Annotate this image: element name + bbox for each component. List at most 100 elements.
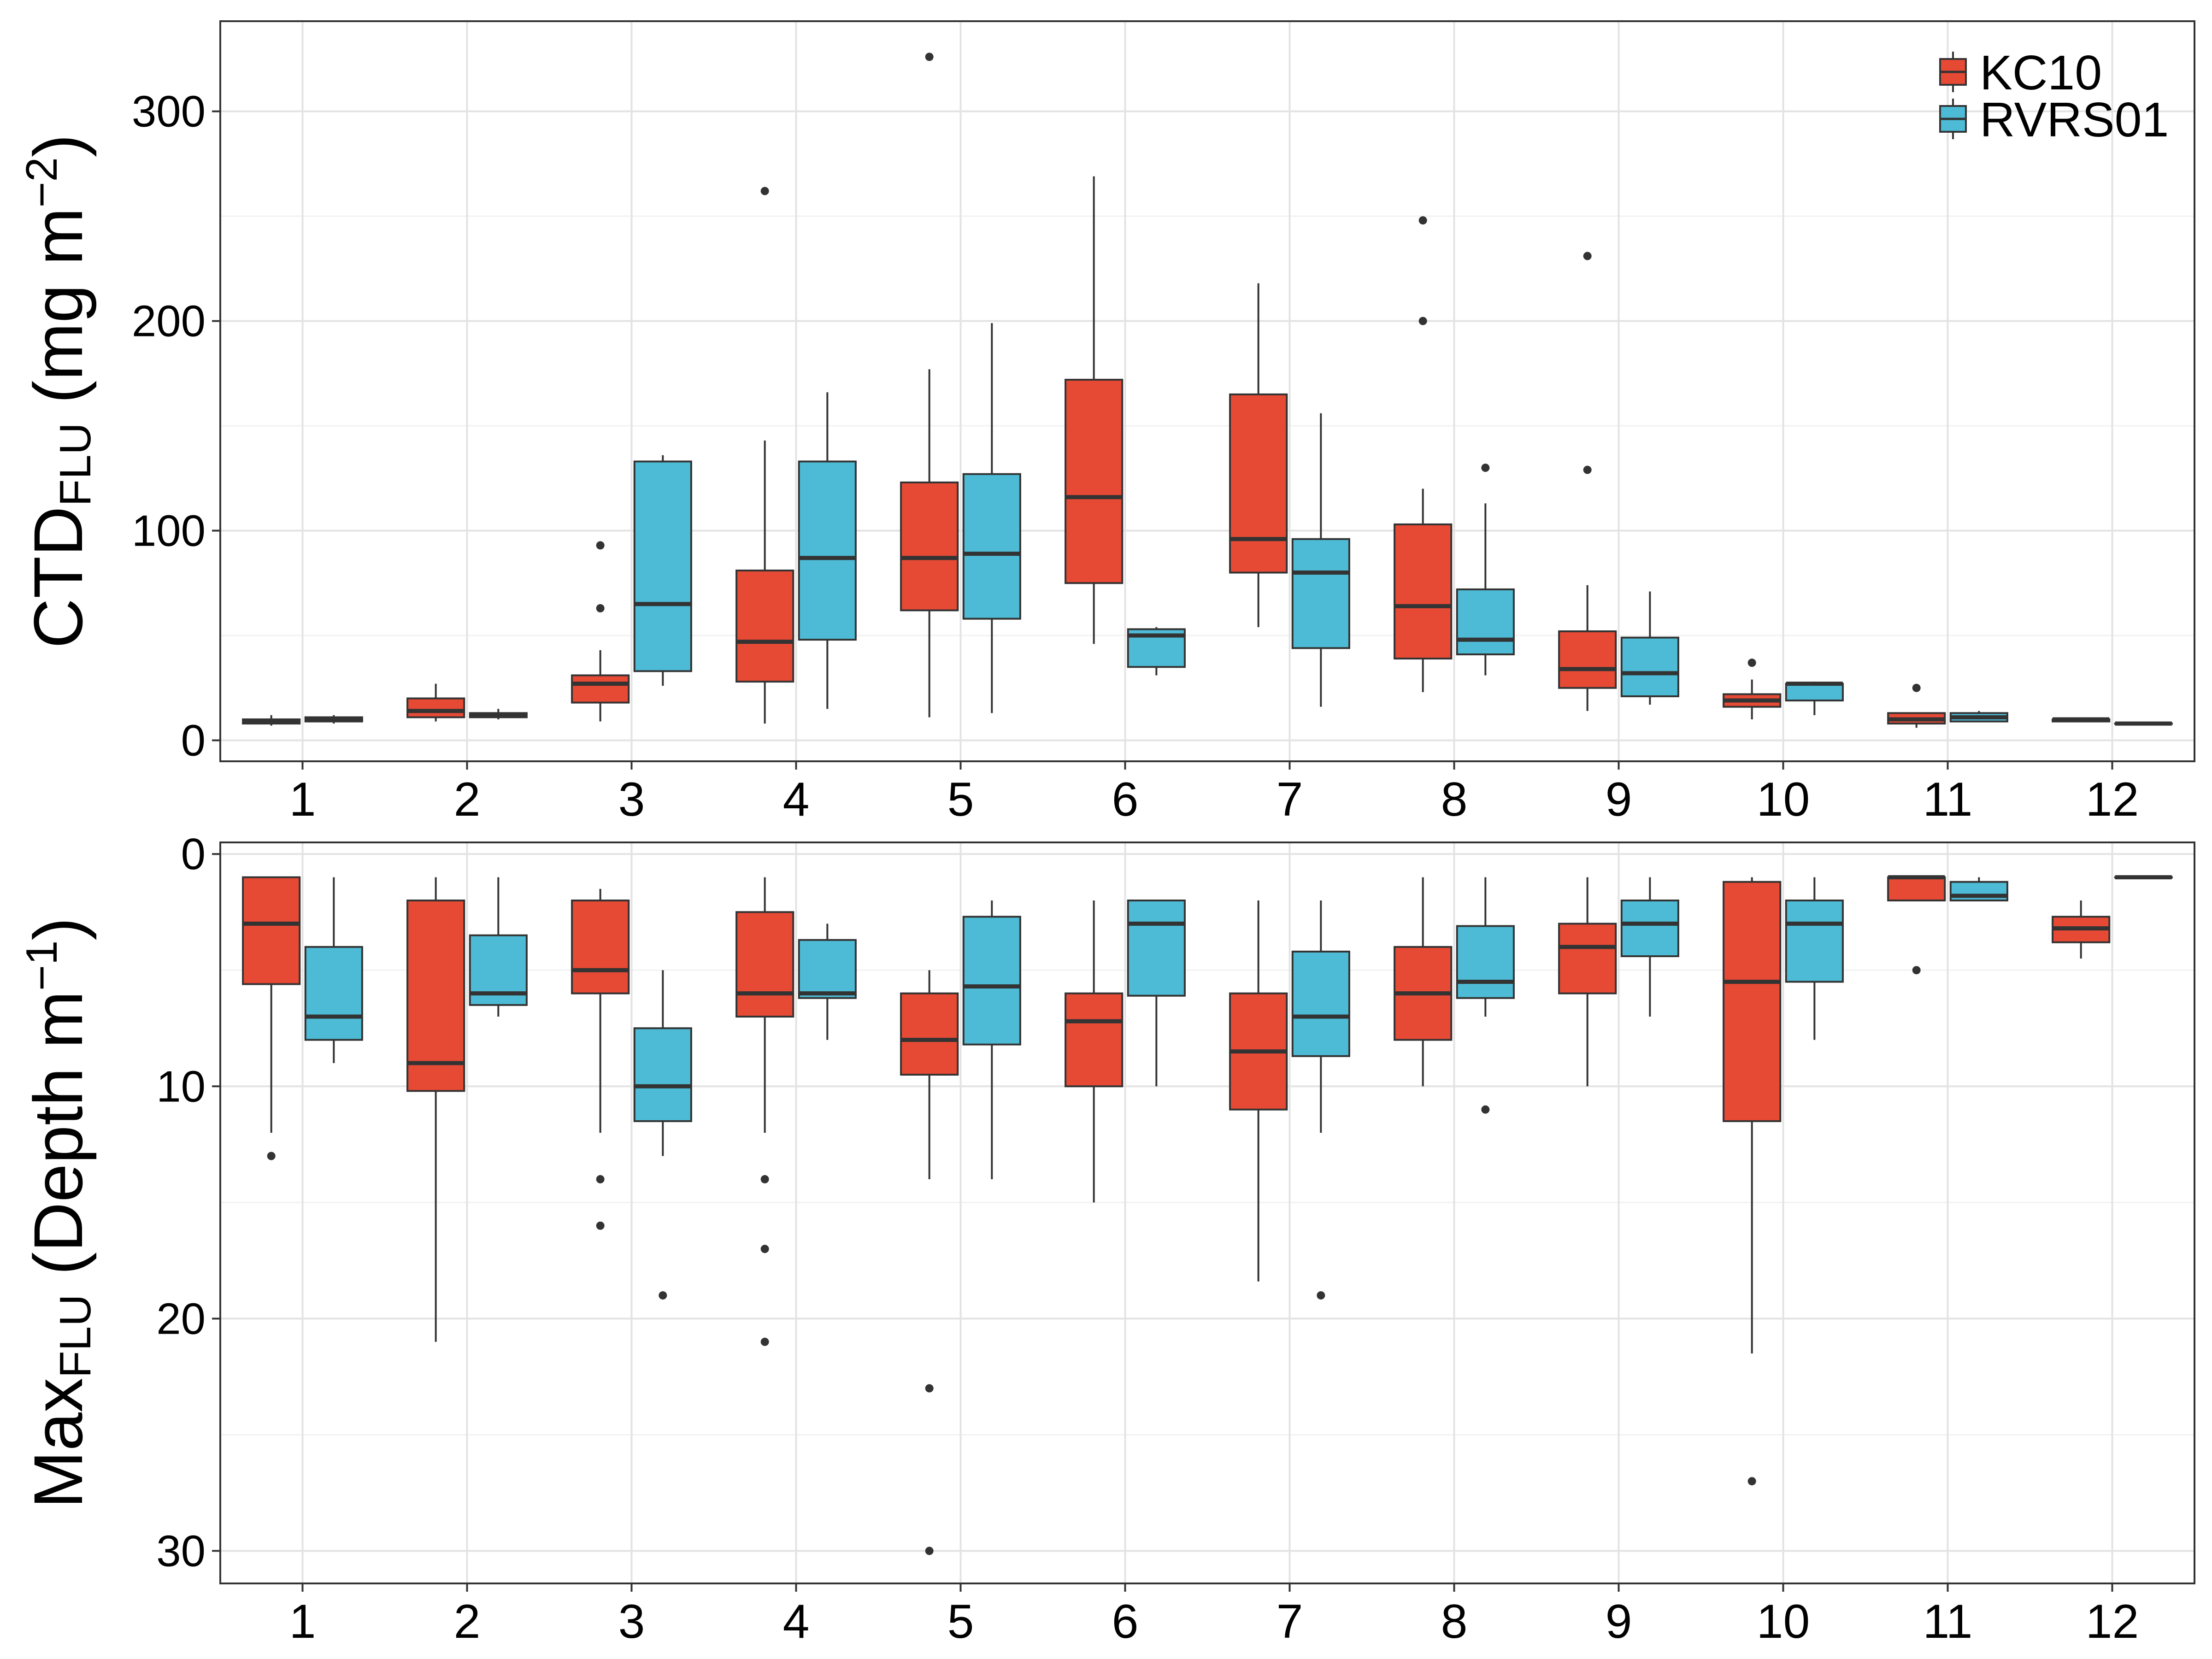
y-tick-label: 0 bbox=[181, 830, 206, 879]
box-RVRS01-2 bbox=[469, 709, 528, 720]
legend-label: KC10 bbox=[1980, 46, 2102, 100]
box-KC10-4 bbox=[735, 187, 794, 724]
x-tick-label: 5 bbox=[947, 1595, 974, 1648]
box-KC10-12 bbox=[2052, 717, 2111, 723]
x-tick-label: 1 bbox=[289, 1595, 316, 1648]
x-tick-label: 3 bbox=[618, 1595, 645, 1648]
series-RVRS01 bbox=[304, 875, 2173, 1300]
panel-border bbox=[219, 841, 2195, 1584]
box-KC10-11 bbox=[1887, 875, 1946, 975]
box-RVRS01-3 bbox=[633, 970, 692, 1300]
box-KC10-4 bbox=[735, 877, 794, 1346]
box-KC10-6 bbox=[1065, 900, 1124, 1203]
box-RVRS01-9 bbox=[1620, 591, 1679, 705]
x-tick-label: 10 bbox=[1757, 773, 1810, 826]
box-body bbox=[1127, 900, 1186, 997]
box-body bbox=[1065, 992, 1124, 1088]
box-KC10-2 bbox=[406, 683, 465, 722]
box-body bbox=[1785, 900, 1844, 983]
outlier-point bbox=[1747, 1477, 1756, 1486]
x-tick-label: 7 bbox=[1277, 773, 1303, 826]
box-KC10-8 bbox=[1394, 877, 1453, 1087]
box-body bbox=[1558, 630, 1617, 689]
y-axis-title-part-3: (mg m bbox=[19, 208, 97, 423]
box-body bbox=[1456, 925, 1515, 999]
box-body bbox=[633, 1027, 692, 1122]
y-tick-label: 20 bbox=[156, 1294, 206, 1343]
box-RVRS01-12 bbox=[2114, 875, 2173, 880]
x-tick-label: 6 bbox=[1112, 773, 1139, 826]
box-KC10-10 bbox=[1723, 659, 1782, 720]
box-RVRS01-4 bbox=[798, 924, 857, 1040]
outlier-point bbox=[659, 1291, 667, 1300]
outlier-point bbox=[1481, 1105, 1490, 1114]
box-RVRS01-6 bbox=[1127, 900, 1186, 1087]
box-RVRS01-8 bbox=[1456, 464, 1515, 676]
box-body bbox=[1065, 378, 1124, 584]
box-body bbox=[1620, 636, 1679, 697]
y-tick-label: 0 bbox=[181, 716, 206, 765]
box-RVRS01-8 bbox=[1456, 877, 1515, 1114]
plot-background bbox=[220, 842, 2194, 1583]
box-body bbox=[900, 992, 959, 1076]
series-KC10 bbox=[242, 53, 2111, 728]
panel-border bbox=[219, 20, 2195, 762]
box-body bbox=[1620, 900, 1679, 957]
x-tick-label: 12 bbox=[2086, 1595, 2139, 1648]
box-RVRS01-4 bbox=[798, 392, 857, 709]
outlier-point bbox=[1912, 683, 1921, 692]
series-KC10 bbox=[242, 875, 2111, 1555]
x-tick-label: 4 bbox=[783, 1595, 810, 1648]
outlier-point bbox=[925, 1547, 934, 1555]
outlier-point bbox=[1418, 216, 1427, 225]
x-tick-label: 8 bbox=[1441, 1595, 1468, 1648]
x-tick-label: 4 bbox=[783, 773, 810, 826]
outlier-point bbox=[760, 1245, 769, 1253]
outlier-point bbox=[596, 1175, 605, 1183]
outlier-point bbox=[925, 1384, 934, 1393]
outlier-point bbox=[1418, 317, 1427, 325]
box-body bbox=[1229, 393, 1288, 574]
box-RVRS01-10 bbox=[1785, 682, 1844, 715]
box-RVRS01-11 bbox=[1949, 877, 2008, 902]
y-axis-title-part-4: −2 bbox=[17, 157, 66, 207]
outlier-point bbox=[1481, 464, 1490, 472]
x-tick-label: 8 bbox=[1441, 773, 1468, 826]
y-axis-title-part-5: ) bbox=[19, 134, 97, 157]
box-body bbox=[1558, 923, 1617, 994]
box-KC10-1 bbox=[242, 876, 301, 1160]
box-RVRS01-5 bbox=[962, 323, 1021, 713]
x-tick-label: 3 bbox=[618, 773, 645, 826]
x-tick-label: 9 bbox=[1606, 1595, 1632, 1648]
outlier-point bbox=[1912, 966, 1921, 975]
box-KC10-8 bbox=[1394, 216, 1453, 692]
y-axis-title-part-1: CTD bbox=[19, 506, 97, 648]
box-body bbox=[633, 460, 692, 672]
y-axis-title: CTDFLU (mg m−2) bbox=[17, 134, 100, 648]
box-KC10-2 bbox=[406, 877, 465, 1342]
box-KC10-7 bbox=[1229, 900, 1288, 1282]
box-RVRS01-3 bbox=[633, 455, 692, 686]
box-body bbox=[242, 876, 301, 985]
outlier-point bbox=[1317, 1291, 1325, 1300]
box-RVRS01-10 bbox=[1785, 877, 1844, 1040]
box-RVRS01-9 bbox=[1620, 877, 1679, 1017]
y-tick-label: 100 bbox=[132, 506, 206, 556]
x-tick-label: 10 bbox=[1757, 1595, 1810, 1648]
y-tick-label: 10 bbox=[156, 1062, 206, 1111]
box-body bbox=[962, 916, 1021, 1046]
outlier-point bbox=[760, 1175, 769, 1183]
box-KC10-9 bbox=[1558, 252, 1617, 711]
x-tick-label: 2 bbox=[454, 773, 481, 826]
box-body bbox=[798, 939, 857, 999]
x-tick-label: 1 bbox=[289, 773, 316, 826]
box-body bbox=[1887, 876, 1946, 902]
outlier-point bbox=[1583, 252, 1592, 260]
box-body bbox=[1394, 523, 1453, 660]
y-tick-label: 30 bbox=[156, 1526, 206, 1576]
box-body bbox=[735, 569, 794, 683]
outlier-point bbox=[760, 187, 769, 195]
box-body bbox=[1785, 682, 1844, 702]
